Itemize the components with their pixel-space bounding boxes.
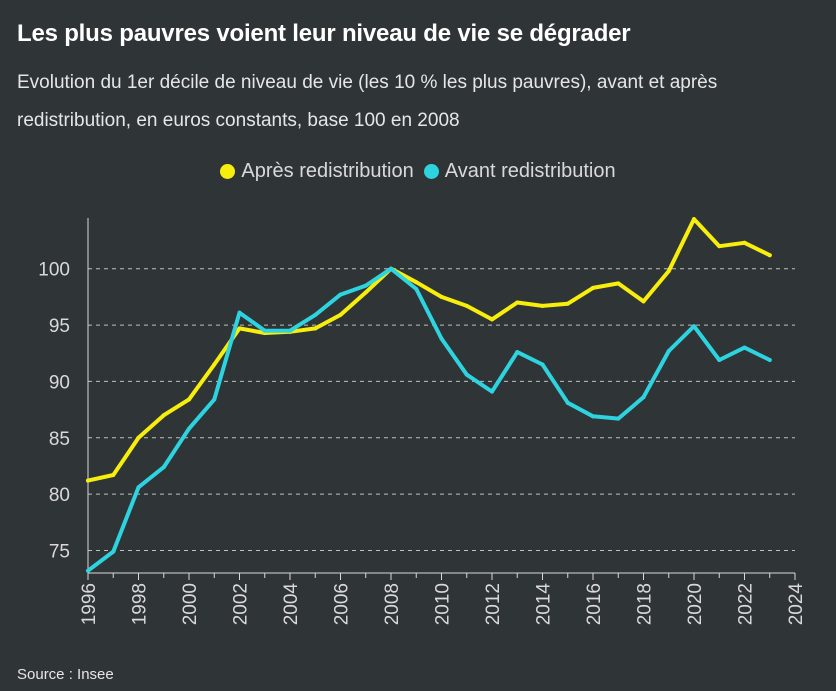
x-tick-label-1996: 1996: [79, 583, 100, 625]
data-point-apres-2013: [515, 300, 520, 305]
data-point-avant-2007: [363, 283, 368, 288]
legend-dot-apres: [220, 164, 236, 179]
data-point-avant-2008: [389, 266, 393, 271]
data-point-apres-2010: [439, 294, 444, 299]
x-tick-label-2022: 2022: [736, 583, 757, 625]
data-point-avant-2020: [692, 324, 696, 329]
data-point-apres-2021: [717, 244, 722, 249]
x-tick-label-2002: 2002: [231, 583, 252, 625]
data-point-apres-2007: [363, 290, 368, 295]
data-point-avant-2023: [767, 358, 772, 362]
data-point-apres-1996: [86, 478, 90, 483]
x-tick-label-2012: 2012: [483, 583, 504, 625]
y-tick-label-75: 75: [49, 541, 70, 562]
data-point-avant-2016: [591, 414, 595, 419]
data-point-avant-2022: [742, 345, 747, 350]
source-note: Source : Insee: [17, 666, 114, 683]
data-point-avant-2012: [490, 389, 494, 394]
data-point-apres-2005: [313, 326, 318, 331]
data-point-avant-2000: [187, 426, 191, 431]
y-tick-label-90: 90: [49, 372, 70, 393]
data-point-apres-2006: [338, 312, 343, 317]
data-point-avant-2018: [641, 395, 646, 400]
data-point-avant-1996: [86, 568, 90, 573]
x-tick-label-1998: 1998: [130, 583, 151, 625]
legend-dot-avant: [423, 164, 439, 179]
data-point-apres-2011: [464, 303, 469, 308]
legend-label-avant: Avant redistribution: [444, 160, 616, 182]
data-point-apres-2020: [692, 217, 696, 222]
data-point-avant-2004: [288, 328, 292, 333]
data-point-apres-2015: [565, 301, 570, 306]
series-line-avant: [86, 266, 772, 573]
legend-item-avant: Avant redistribution: [423, 160, 616, 183]
x-tick-label-2016: 2016: [584, 583, 605, 625]
data-point-avant-2001: [212, 397, 217, 402]
data-point-avant-2010: [439, 336, 444, 341]
data-point-avant-2005: [313, 312, 318, 317]
data-point-avant-2011: [464, 372, 469, 377]
data-point-apres-2009: [414, 280, 419, 285]
x-tick-label-2020: 2020: [685, 583, 706, 625]
x-tick-label-2004: 2004: [281, 583, 302, 626]
data-point-apres-1999: [161, 413, 166, 418]
data-point-avant-2014: [540, 362, 545, 367]
data-point-apres-2017: [616, 281, 621, 286]
data-point-apres-2014: [540, 303, 545, 308]
x-tick-label-2018: 2018: [635, 583, 656, 625]
data-point-apres-2001: [212, 362, 217, 367]
y-tick-label-85: 85: [49, 429, 70, 450]
x-tick-label-2024: 2024: [786, 583, 807, 626]
x-tick-label-2010: 2010: [433, 583, 454, 625]
data-point-apres-2022: [742, 240, 747, 245]
y-tick-label-100: 100: [38, 260, 70, 281]
x-tick-label-2000: 2000: [180, 583, 201, 625]
data-point-apres-2012: [490, 317, 494, 322]
y-tick-label-95: 95: [49, 316, 70, 337]
data-point-avant-2015: [565, 400, 570, 405]
chart-subtitle: Evolution du 1er décile de niveau de vie…: [17, 72, 718, 131]
x-tick-label-2014: 2014: [534, 583, 555, 626]
x-tick-label-2006: 2006: [332, 583, 353, 625]
legend-label-apres: Après redistribution: [241, 160, 414, 182]
data-point-apres-1997: [111, 472, 116, 477]
legend-item-apres: Après redistribution: [220, 160, 414, 183]
data-point-avant-1997: [111, 549, 116, 554]
data-point-apres-2000: [187, 397, 191, 402]
data-point-avant-2009: [414, 287, 419, 291]
data-point-avant-2006: [338, 292, 343, 297]
data-point-avant-2017: [616, 416, 621, 421]
data-point-avant-1999: [161, 465, 166, 470]
y-tick-label-80: 80: [49, 485, 70, 506]
data-point-apres-2002: [237, 326, 242, 331]
data-point-apres-2016: [591, 285, 595, 290]
x-tick-label-2008: 2008: [382, 583, 403, 625]
series-line-apres: [86, 217, 772, 483]
data-point-apres-1998: [136, 435, 141, 440]
chart-title: Les plus pauvres voient leur niveau de v…: [17, 20, 631, 47]
legend: Après redistribution Avant redistributio…: [0, 160, 836, 183]
data-point-avant-1998: [136, 485, 141, 490]
data-point-apres-2019: [666, 268, 671, 273]
data-point-avant-2003: [262, 328, 267, 333]
data-point-apres-2023: [767, 253, 772, 258]
data-point-apres-2018: [641, 299, 646, 304]
data-point-avant-2021: [717, 358, 722, 362]
data-point-avant-2013: [515, 350, 520, 355]
data-point-avant-2019: [666, 348, 671, 353]
data-point-avant-2002: [237, 310, 242, 315]
